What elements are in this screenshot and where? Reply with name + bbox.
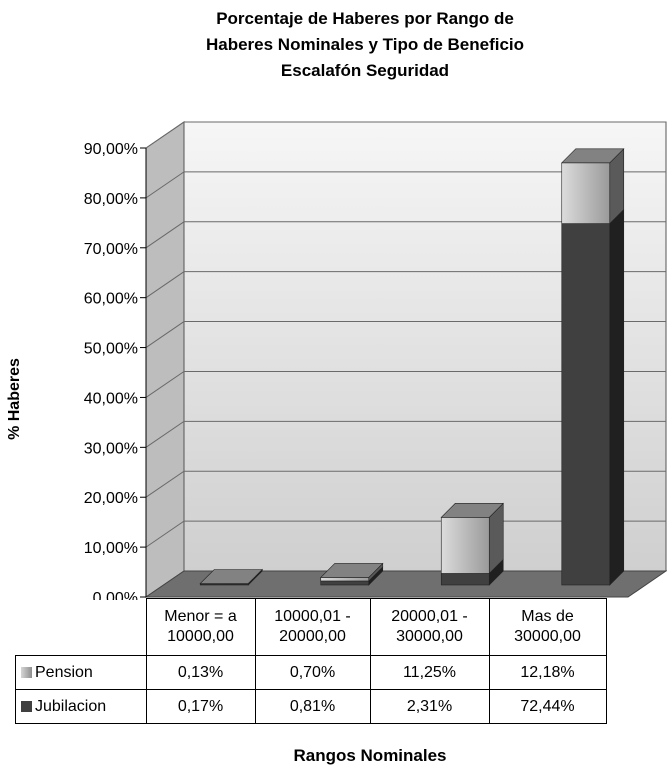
bar-jubilacion-4-side	[609, 208, 625, 586]
y-tick-label: 10,00%	[84, 540, 138, 557]
y-tick-label: 90,00%	[84, 141, 138, 158]
chart-title: Porcentaje de Haberes por Rango de Haber…	[150, 6, 580, 84]
y-tick-label: 40,00%	[84, 390, 138, 407]
y-tick-label: 0,00%	[93, 590, 138, 600]
data-table: Menor = a 10000,00 10000,01 -20000,00 200…	[15, 598, 607, 724]
chart-title-line-3: Escalafón Seguridad	[280, 61, 450, 80]
floor	[144, 570, 667, 598]
jubilacion-legend-swatch	[21, 700, 32, 712]
bar-pension-3	[440, 517, 490, 574]
y-tick-label: 20,00%	[84, 490, 138, 507]
pension-legend-swatch	[21, 666, 32, 678]
data-table-row-pension: Pension 0,13% 0,70% 11,25% 12,18%	[15, 655, 607, 690]
y-tick-label: 70,00%	[84, 241, 138, 258]
gridline	[145, 520, 666, 548]
gridline	[145, 221, 666, 249]
table-cell: 12,18%	[488, 655, 607, 690]
gridline	[145, 420, 666, 448]
bar-jubilacion-2	[320, 580, 370, 586]
gridline	[145, 121, 666, 149]
category-header-4: Mas de 30000,00	[488, 598, 607, 656]
gridline	[145, 470, 666, 498]
series-label-jubilacion: Jubilacion	[15, 689, 147, 724]
bar-pension-2	[320, 577, 370, 582]
category-header-2: 10000,01 -20000,00	[254, 598, 371, 656]
gridline	[145, 321, 666, 348]
data-table-header-row: Menor = a 10000,00 10000,01 -20000,00 200…	[16, 598, 607, 656]
y-tick-label: 50,00%	[84, 341, 138, 358]
bar-pension-1-top	[199, 569, 263, 584]
bar-jubilacion-4	[561, 223, 611, 586]
bar-pension-3-top	[440, 503, 504, 518]
chart-plot: 0,00% 10,00% 20,00% 30,00% 40,00% 50,00% 60,00…	[84, 121, 667, 600]
gridline	[145, 171, 666, 199]
gridline	[145, 370, 666, 398]
table-cell: 0,70%	[254, 655, 371, 690]
table-cell: 11,25%	[369, 655, 490, 690]
side-wall	[145, 121, 185, 598]
chart-title-line-1: Porcentaje de Haberes por Rango de	[216, 9, 514, 28]
chart-title-line-2: Haberes Nominales y Tipo de Beneficio	[205, 35, 525, 54]
table-cell: 0,81%	[254, 689, 371, 724]
table-cell: 0,17%	[145, 689, 256, 724]
bar-jubilacion-3	[440, 573, 490, 586]
y-tick-label: 30,00%	[84, 440, 138, 457]
category-header-1: Menor = a 10000,00	[145, 598, 256, 656]
category-header-3: 20000,01 -30000,00	[369, 598, 490, 656]
y-tick-label: 80,00%	[84, 191, 138, 208]
bar-pension-2-top	[320, 563, 384, 578]
data-table-row-jubilacion: Jubilacion 0,17% 0,81% 2,31% 72,44%	[15, 689, 607, 724]
table-cell: 72,44%	[488, 689, 607, 724]
table-cell: 0,13%	[145, 655, 256, 690]
bar-pension-4	[561, 162, 611, 224]
x-axis-label: Rangos Nominales	[293, 746, 447, 765]
table-cell: 2,31%	[369, 689, 490, 724]
bar-pension-4-top	[561, 148, 625, 164]
series-label-pension: Pension	[15, 655, 147, 690]
gridline	[145, 271, 666, 299]
y-tick-label: 60,00%	[84, 291, 138, 308]
